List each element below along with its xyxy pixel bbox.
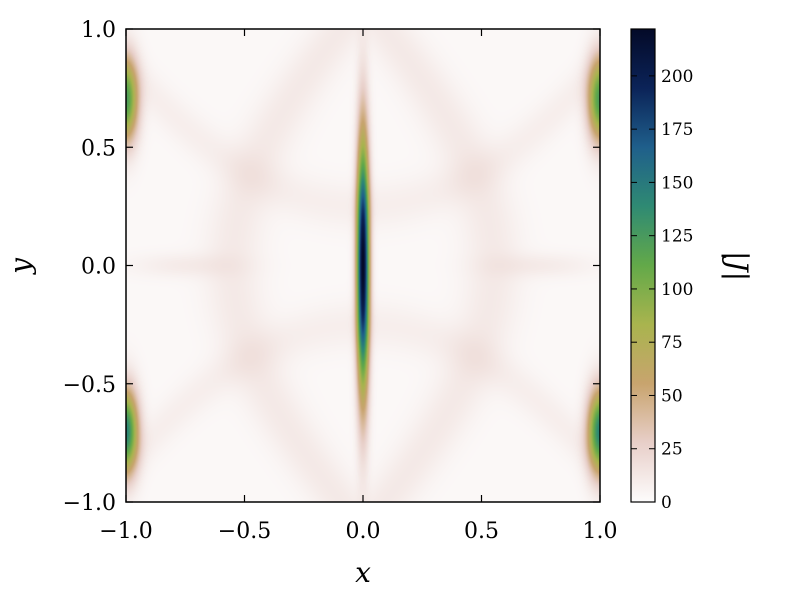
colorbar: 0 25 50 75 100 125 150 175 200 |J| <box>630 28 754 513</box>
colorbar-tick-label: 50 <box>661 386 683 406</box>
x-tick-label: 0.0 <box>346 519 381 544</box>
colorbar-ticks: 0 25 50 75 100 125 150 175 200 <box>631 67 693 513</box>
colorbar-gradient <box>630 28 656 503</box>
colorbar-tick-label: 125 <box>661 227 693 247</box>
colorbar-tick-label: 100 <box>661 280 693 300</box>
x-tick-label: 0.5 <box>464 519 499 544</box>
heatmap-canvas <box>126 29 600 502</box>
y-tick-label: 0.0 <box>81 255 116 280</box>
x-axis: −1.0 −0.5 0.0 0.5 1.0 <box>99 29 618 544</box>
y-tick-label: 1.0 <box>81 18 116 43</box>
colorbar-tick-label: 150 <box>661 173 693 193</box>
y-tick-label: 0.5 <box>81 136 116 161</box>
colorbar-tick-label: 75 <box>661 333 683 353</box>
colorbar-tick-label: 0 <box>661 493 672 513</box>
x-axis-label: x <box>355 556 371 589</box>
x-tick-label: −0.5 <box>218 519 271 544</box>
colorbar-tick-label: 200 <box>661 67 693 87</box>
y-tick-label: −0.5 <box>63 373 116 398</box>
x-tick-label: −1.0 <box>99 519 152 544</box>
y-axis: −1.0 −0.5 0.0 0.5 1.0 <box>63 18 600 516</box>
colorbar-label: |J| <box>721 251 754 281</box>
colorbar-tick-label: 25 <box>661 440 683 460</box>
plot-area <box>125 28 601 503</box>
x-tick-label: 1.0 <box>583 519 618 544</box>
colorbar-tick-label: 175 <box>661 120 693 140</box>
y-axis-label: y <box>4 257 37 276</box>
y-tick-label: −1.0 <box>63 491 116 516</box>
